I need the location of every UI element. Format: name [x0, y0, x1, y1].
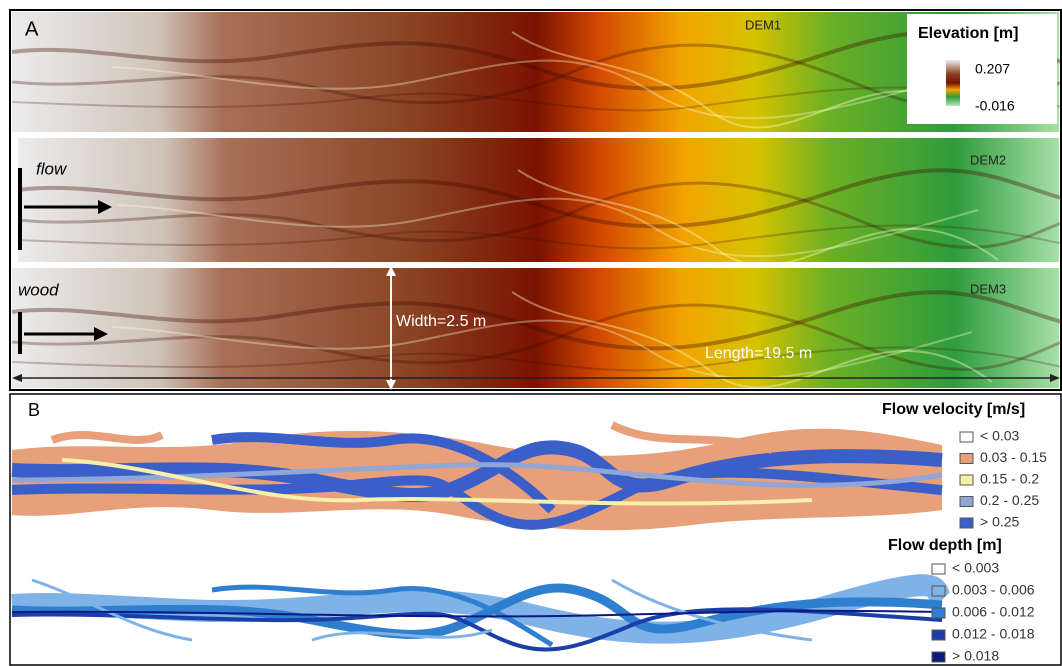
- legend-swatch: [932, 652, 945, 662]
- legend-swatch: [960, 518, 973, 528]
- panel-label: B: [28, 400, 40, 420]
- legend-title: Flow depth [m]: [888, 537, 1002, 554]
- legend-swatch: [932, 608, 945, 618]
- legend-label: 0.15 - 0.2: [980, 471, 1039, 487]
- legend-label: -0.016: [975, 98, 1015, 114]
- legend-title: Flow velocity [m/s]: [882, 401, 1025, 418]
- legend-swatch: [960, 454, 973, 464]
- legend-swatch: [932, 586, 945, 596]
- strip-label: DEM1: [745, 17, 781, 32]
- legend-label: 0.03 - 0.15: [980, 449, 1047, 465]
- legend-swatch: [960, 475, 973, 485]
- legend-label: < 0.03: [980, 428, 1020, 444]
- legend-label: 0.006 - 0.012: [952, 604, 1035, 620]
- legend-swatch: [932, 564, 945, 574]
- annotation: Length=19.5 m: [705, 345, 812, 362]
- panel-label: A: [25, 18, 39, 40]
- legend-swatch: [932, 630, 945, 640]
- strip-label: DEM3: [970, 281, 1006, 296]
- dem-strips: [12, 12, 1062, 388]
- legend-label: < 0.003: [952, 560, 999, 576]
- legend-swatch: [960, 497, 973, 507]
- legend-swatch: [960, 432, 973, 442]
- annotation: wood: [18, 280, 59, 299]
- color-ramp: [946, 60, 960, 106]
- legend-label: 0.2 - 0.25: [980, 492, 1039, 508]
- legend-label: > 0.25: [980, 514, 1020, 530]
- legend-label: 0.003 - 0.006: [952, 582, 1035, 598]
- legend-title: Elevation [m]: [918, 25, 1018, 42]
- legend-label: 0.012 - 0.018: [952, 626, 1035, 642]
- annotation: flow: [36, 159, 68, 178]
- strip-label: DEM2: [970, 152, 1006, 167]
- legend-label: > 0.018: [952, 648, 999, 664]
- figure: A DEM1 DEM2 DEM3 Elevation [m] 0.207 -0.…: [0, 0, 1062, 666]
- legend-label: 0.207: [975, 61, 1010, 77]
- annotation: Width=2.5 m: [396, 313, 486, 330]
